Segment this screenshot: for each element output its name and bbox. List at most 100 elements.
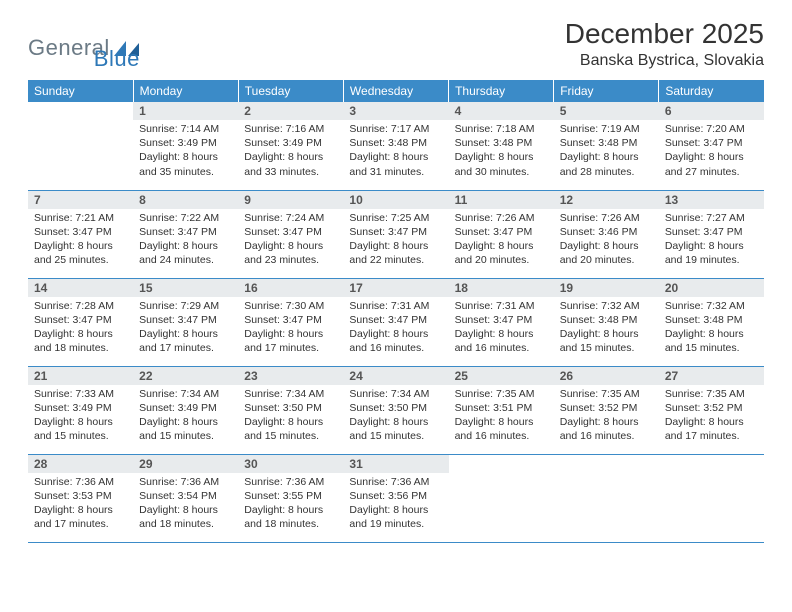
sunrise-text: Sunrise: 7:26 AM — [560, 211, 653, 225]
calendar-day-cell: 9Sunrise: 7:24 AMSunset: 3:47 PMDaylight… — [238, 190, 343, 278]
sunset-text: Sunset: 3:49 PM — [244, 136, 337, 150]
day-number: 15 — [133, 279, 238, 297]
calendar-day-cell: 20Sunrise: 7:32 AMSunset: 3:48 PMDayligh… — [659, 278, 764, 366]
day-details: Sunrise: 7:33 AMSunset: 3:49 PMDaylight:… — [28, 385, 133, 448]
logo: General Blue — [28, 18, 140, 72]
day-number: 6 — [659, 102, 764, 120]
daylight-text: Daylight: 8 hours and 15 minutes. — [349, 415, 442, 443]
calendar-day-cell — [554, 454, 659, 542]
daylight-text: Daylight: 8 hours and 20 minutes. — [560, 239, 653, 267]
sunrise-text: Sunrise: 7:20 AM — [665, 122, 758, 136]
sunrise-text: Sunrise: 7:34 AM — [349, 387, 442, 401]
calendar-day-cell: 8Sunrise: 7:22 AMSunset: 3:47 PMDaylight… — [133, 190, 238, 278]
location-subtitle: Banska Bystrica, Slovakia — [565, 52, 764, 70]
calendar-day-cell: 2Sunrise: 7:16 AMSunset: 3:49 PMDaylight… — [238, 102, 343, 190]
sunrise-text: Sunrise: 7:27 AM — [665, 211, 758, 225]
day-details: Sunrise: 7:30 AMSunset: 3:47 PMDaylight:… — [238, 297, 343, 360]
day-number: 11 — [449, 191, 554, 209]
day-details: Sunrise: 7:32 AMSunset: 3:48 PMDaylight:… — [554, 297, 659, 360]
day-number: 7 — [28, 191, 133, 209]
col-header: Thursday — [449, 80, 554, 102]
calendar-day-cell: 14Sunrise: 7:28 AMSunset: 3:47 PMDayligh… — [28, 278, 133, 366]
day-number: 18 — [449, 279, 554, 297]
sunset-text: Sunset: 3:47 PM — [665, 225, 758, 239]
calendar-header-row: Sunday Monday Tuesday Wednesday Thursday… — [28, 80, 764, 102]
daylight-text: Daylight: 8 hours and 33 minutes. — [244, 150, 337, 178]
day-details: Sunrise: 7:31 AMSunset: 3:47 PMDaylight:… — [449, 297, 554, 360]
daylight-text: Daylight: 8 hours and 24 minutes. — [139, 239, 232, 267]
sunrise-text: Sunrise: 7:35 AM — [665, 387, 758, 401]
daylight-text: Daylight: 8 hours and 18 minutes. — [244, 503, 337, 531]
day-number: 24 — [343, 367, 448, 385]
sunset-text: Sunset: 3:48 PM — [560, 313, 653, 327]
day-details: Sunrise: 7:22 AMSunset: 3:47 PMDaylight:… — [133, 209, 238, 272]
calendar-day-cell: 6Sunrise: 7:20 AMSunset: 3:47 PMDaylight… — [659, 102, 764, 190]
day-details: Sunrise: 7:25 AMSunset: 3:47 PMDaylight:… — [343, 209, 448, 272]
sunset-text: Sunset: 3:47 PM — [244, 313, 337, 327]
sunrise-text: Sunrise: 7:36 AM — [139, 475, 232, 489]
day-number — [659, 455, 764, 459]
daylight-text: Daylight: 8 hours and 16 minutes. — [560, 415, 653, 443]
daylight-text: Daylight: 8 hours and 27 minutes. — [665, 150, 758, 178]
calendar-day-cell: 13Sunrise: 7:27 AMSunset: 3:47 PMDayligh… — [659, 190, 764, 278]
calendar-day-cell: 1Sunrise: 7:14 AMSunset: 3:49 PMDaylight… — [133, 102, 238, 190]
day-number: 8 — [133, 191, 238, 209]
sunset-text: Sunset: 3:48 PM — [455, 136, 548, 150]
sunrise-text: Sunrise: 7:35 AM — [560, 387, 653, 401]
daylight-text: Daylight: 8 hours and 28 minutes. — [560, 150, 653, 178]
day-number: 17 — [343, 279, 448, 297]
calendar-day-cell: 27Sunrise: 7:35 AMSunset: 3:52 PMDayligh… — [659, 366, 764, 454]
sunset-text: Sunset: 3:47 PM — [349, 225, 442, 239]
sunset-text: Sunset: 3:56 PM — [349, 489, 442, 503]
day-details: Sunrise: 7:35 AMSunset: 3:51 PMDaylight:… — [449, 385, 554, 448]
day-details: Sunrise: 7:19 AMSunset: 3:48 PMDaylight:… — [554, 120, 659, 183]
daylight-text: Daylight: 8 hours and 17 minutes. — [244, 327, 337, 355]
col-header: Wednesday — [343, 80, 448, 102]
sunset-text: Sunset: 3:52 PM — [665, 401, 758, 415]
calendar-day-cell: 23Sunrise: 7:34 AMSunset: 3:50 PMDayligh… — [238, 366, 343, 454]
sunset-text: Sunset: 3:48 PM — [560, 136, 653, 150]
sunset-text: Sunset: 3:49 PM — [139, 401, 232, 415]
sunset-text: Sunset: 3:48 PM — [349, 136, 442, 150]
calendar-day-cell: 3Sunrise: 7:17 AMSunset: 3:48 PMDaylight… — [343, 102, 448, 190]
sunrise-text: Sunrise: 7:31 AM — [349, 299, 442, 313]
sunrise-text: Sunrise: 7:33 AM — [34, 387, 127, 401]
col-header: Sunday — [28, 80, 133, 102]
daylight-text: Daylight: 8 hours and 35 minutes. — [139, 150, 232, 178]
daylight-text: Daylight: 8 hours and 25 minutes. — [34, 239, 127, 267]
day-number: 16 — [238, 279, 343, 297]
daylight-text: Daylight: 8 hours and 18 minutes. — [139, 503, 232, 531]
sunset-text: Sunset: 3:47 PM — [139, 225, 232, 239]
sunset-text: Sunset: 3:47 PM — [34, 225, 127, 239]
sunrise-text: Sunrise: 7:26 AM — [455, 211, 548, 225]
sunrise-text: Sunrise: 7:18 AM — [455, 122, 548, 136]
day-details: Sunrise: 7:36 AMSunset: 3:53 PMDaylight:… — [28, 473, 133, 536]
sunrise-text: Sunrise: 7:30 AM — [244, 299, 337, 313]
sunset-text: Sunset: 3:51 PM — [455, 401, 548, 415]
calendar-table: Sunday Monday Tuesday Wednesday Thursday… — [28, 80, 764, 543]
sunrise-text: Sunrise: 7:16 AM — [244, 122, 337, 136]
calendar-week-row: 21Sunrise: 7:33 AMSunset: 3:49 PMDayligh… — [28, 366, 764, 454]
sunrise-text: Sunrise: 7:19 AM — [560, 122, 653, 136]
daylight-text: Daylight: 8 hours and 20 minutes. — [455, 239, 548, 267]
sunset-text: Sunset: 3:49 PM — [139, 136, 232, 150]
calendar-day-cell — [449, 454, 554, 542]
day-details: Sunrise: 7:16 AMSunset: 3:49 PMDaylight:… — [238, 120, 343, 183]
day-number: 5 — [554, 102, 659, 120]
sunset-text: Sunset: 3:50 PM — [349, 401, 442, 415]
calendar-day-cell: 12Sunrise: 7:26 AMSunset: 3:46 PMDayligh… — [554, 190, 659, 278]
day-number: 3 — [343, 102, 448, 120]
calendar-day-cell: 28Sunrise: 7:36 AMSunset: 3:53 PMDayligh… — [28, 454, 133, 542]
sunrise-text: Sunrise: 7:14 AM — [139, 122, 232, 136]
daylight-text: Daylight: 8 hours and 15 minutes. — [665, 327, 758, 355]
day-number — [554, 455, 659, 459]
daylight-text: Daylight: 8 hours and 19 minutes. — [349, 503, 442, 531]
calendar-body: 1Sunrise: 7:14 AMSunset: 3:49 PMDaylight… — [28, 102, 764, 542]
daylight-text: Daylight: 8 hours and 15 minutes. — [34, 415, 127, 443]
calendar-day-cell: 16Sunrise: 7:30 AMSunset: 3:47 PMDayligh… — [238, 278, 343, 366]
calendar-day-cell: 7Sunrise: 7:21 AMSunset: 3:47 PMDaylight… — [28, 190, 133, 278]
day-details: Sunrise: 7:28 AMSunset: 3:47 PMDaylight:… — [28, 297, 133, 360]
daylight-text: Daylight: 8 hours and 30 minutes. — [455, 150, 548, 178]
day-number: 12 — [554, 191, 659, 209]
sunrise-text: Sunrise: 7:31 AM — [455, 299, 548, 313]
